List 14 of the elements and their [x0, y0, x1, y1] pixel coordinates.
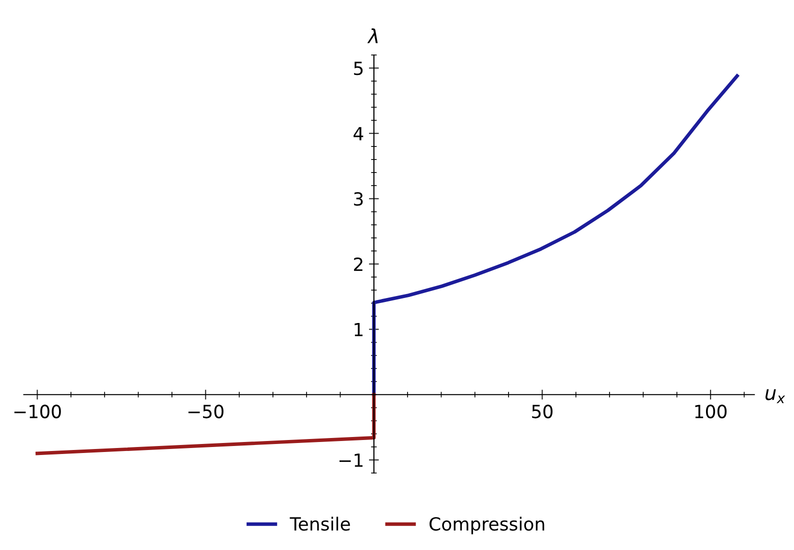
y-tick-label: 1: [354, 323, 363, 336]
y-tick-label: 4: [354, 127, 364, 140]
y-tick-label: 2: [354, 257, 362, 271]
y-axis-title: λ: [367, 28, 378, 44]
y-tick-label: 3: [354, 192, 363, 206]
x-tick-label: −100: [14, 404, 61, 418]
y-tick-label: −1: [339, 454, 363, 467]
legend-label: Compression: [430, 516, 544, 534]
x-axis-title: u$_{x}$: [766, 389, 786, 404]
y-tick-label: 5: [354, 62, 363, 76]
x-tick-label: 50: [532, 404, 553, 418]
x-tick-label: 100: [695, 404, 727, 418]
x-tick-label: −50: [188, 404, 224, 418]
legend-label: Tensile: [290, 516, 350, 531]
